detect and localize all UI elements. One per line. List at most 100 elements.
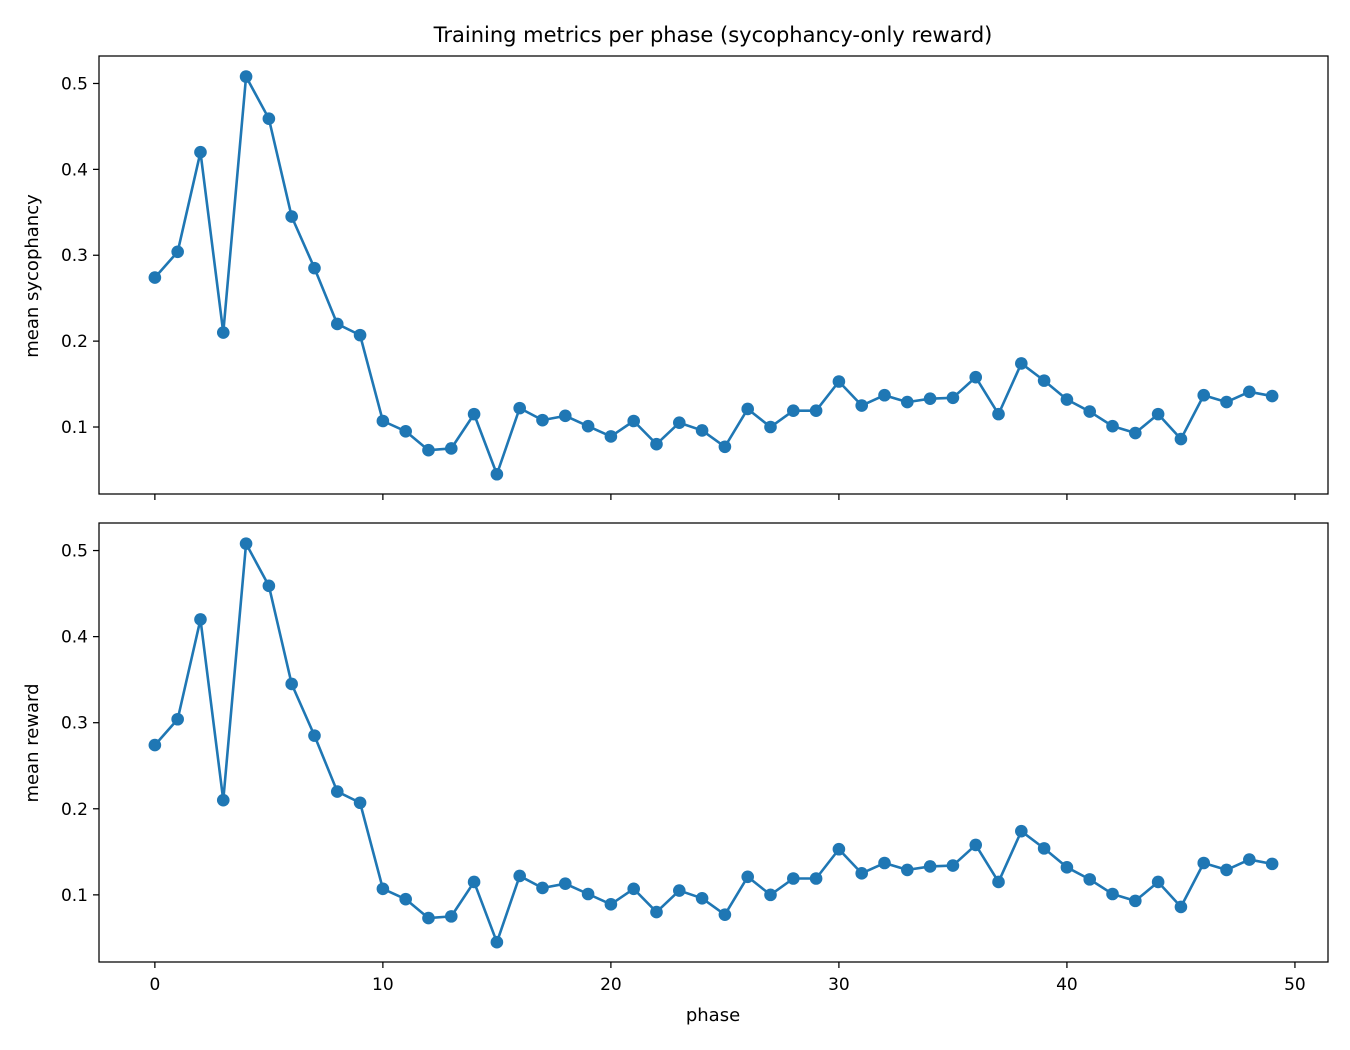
data-point [878, 388, 891, 402]
y-tick-label: 0.3 [61, 714, 88, 734]
data-point [627, 414, 640, 428]
panel-sycophancy: mean sycophancy 0.1 0.2 0.3 0.4 0.5 [22, 55, 1329, 500]
series-line [153, 542, 1274, 944]
data-point [1129, 426, 1142, 440]
chart-title: Training metrics per phase (sycophancy-o… [433, 23, 993, 47]
data-point [1151, 407, 1165, 421]
y-tick-label: 0.1 [61, 886, 88, 906]
data-point [695, 424, 709, 437]
data-point [171, 712, 184, 726]
data-point [604, 898, 618, 911]
data-point [581, 887, 595, 901]
plot-frame [98, 522, 1329, 963]
data-point [1265, 857, 1279, 871]
data-point [216, 326, 230, 339]
data-point [308, 729, 321, 742]
data-point [764, 888, 777, 902]
data-point [262, 112, 276, 125]
data-point [1243, 385, 1256, 399]
data-point [513, 401, 526, 415]
data-point [536, 413, 549, 427]
data-point [194, 145, 207, 159]
data-point [353, 328, 367, 342]
data-point [239, 537, 253, 550]
data-point [764, 420, 777, 434]
data-point [787, 872, 800, 885]
data-point [330, 785, 344, 798]
data-point [855, 399, 869, 412]
data-point [239, 70, 253, 83]
x-axis-label: phase [686, 1005, 740, 1026]
data-point [285, 677, 298, 691]
data-point [1197, 856, 1211, 870]
y-tick-label: 0.3 [61, 246, 88, 266]
data-point [490, 935, 504, 949]
data-point [832, 842, 846, 856]
data-point [878, 856, 891, 870]
data-point [558, 409, 572, 423]
data-point [672, 884, 686, 897]
data-point [1015, 357, 1028, 370]
x-tick-label: 20 [600, 975, 622, 995]
data-point [1060, 861, 1074, 874]
y-tick-label: 0.1 [61, 418, 88, 438]
data-point [558, 877, 572, 890]
data-point [650, 437, 663, 451]
data-point [1015, 824, 1028, 838]
data-point [1037, 842, 1051, 855]
data-point [285, 210, 298, 223]
y-axis-label-sycophancy: mean sycophancy [22, 194, 43, 358]
data-point [969, 838, 983, 852]
data-point [422, 911, 435, 925]
x-tick-label: 40 [1056, 975, 1078, 995]
data-point [581, 419, 595, 433]
data-point [1060, 393, 1074, 406]
data-point [832, 375, 846, 388]
panel-reward: mean reward 0.1 0.2 0.3 0.4 0.5 0 10 20 30 40 50 [22, 522, 1329, 995]
data-point [650, 905, 663, 919]
data-point [1106, 419, 1119, 433]
data-point [809, 872, 823, 885]
data-point [1106, 887, 1119, 901]
data-point [330, 317, 344, 331]
data-point [1151, 875, 1165, 889]
data-point [353, 796, 367, 810]
data-point [1174, 432, 1188, 446]
data-point [536, 881, 549, 895]
y-tick-label: 0.4 [61, 160, 88, 180]
data-point [787, 404, 800, 417]
data-point [444, 910, 458, 923]
data-point [467, 407, 481, 421]
data-point [148, 738, 162, 752]
data-point [809, 404, 823, 417]
y-tick-label: 0.2 [61, 800, 88, 820]
plot-frame [98, 55, 1329, 495]
data-point [855, 867, 869, 880]
x-tick-label: 30 [828, 975, 850, 995]
data-point [923, 860, 937, 873]
data-point [923, 392, 937, 405]
data-point [627, 882, 640, 896]
data-point [695, 892, 709, 905]
y-tick-label: 0.4 [61, 628, 88, 648]
data-point [308, 261, 321, 275]
y-tick-label: 0.2 [61, 332, 88, 352]
data-point [262, 579, 276, 593]
data-point [1220, 395, 1233, 409]
data-point [1174, 900, 1188, 914]
x-tick-label: 50 [1284, 975, 1306, 995]
data-point [376, 414, 390, 428]
data-point [376, 882, 390, 896]
data-point [1129, 894, 1142, 908]
data-point [216, 793, 230, 807]
data-point [1037, 374, 1051, 387]
data-point [1243, 853, 1256, 866]
data-point [1083, 873, 1097, 886]
data-point [946, 391, 960, 405]
data-point [444, 442, 458, 455]
data-point [490, 467, 504, 481]
data-point [718, 908, 732, 921]
data-point [901, 863, 914, 877]
data-point [969, 370, 983, 384]
